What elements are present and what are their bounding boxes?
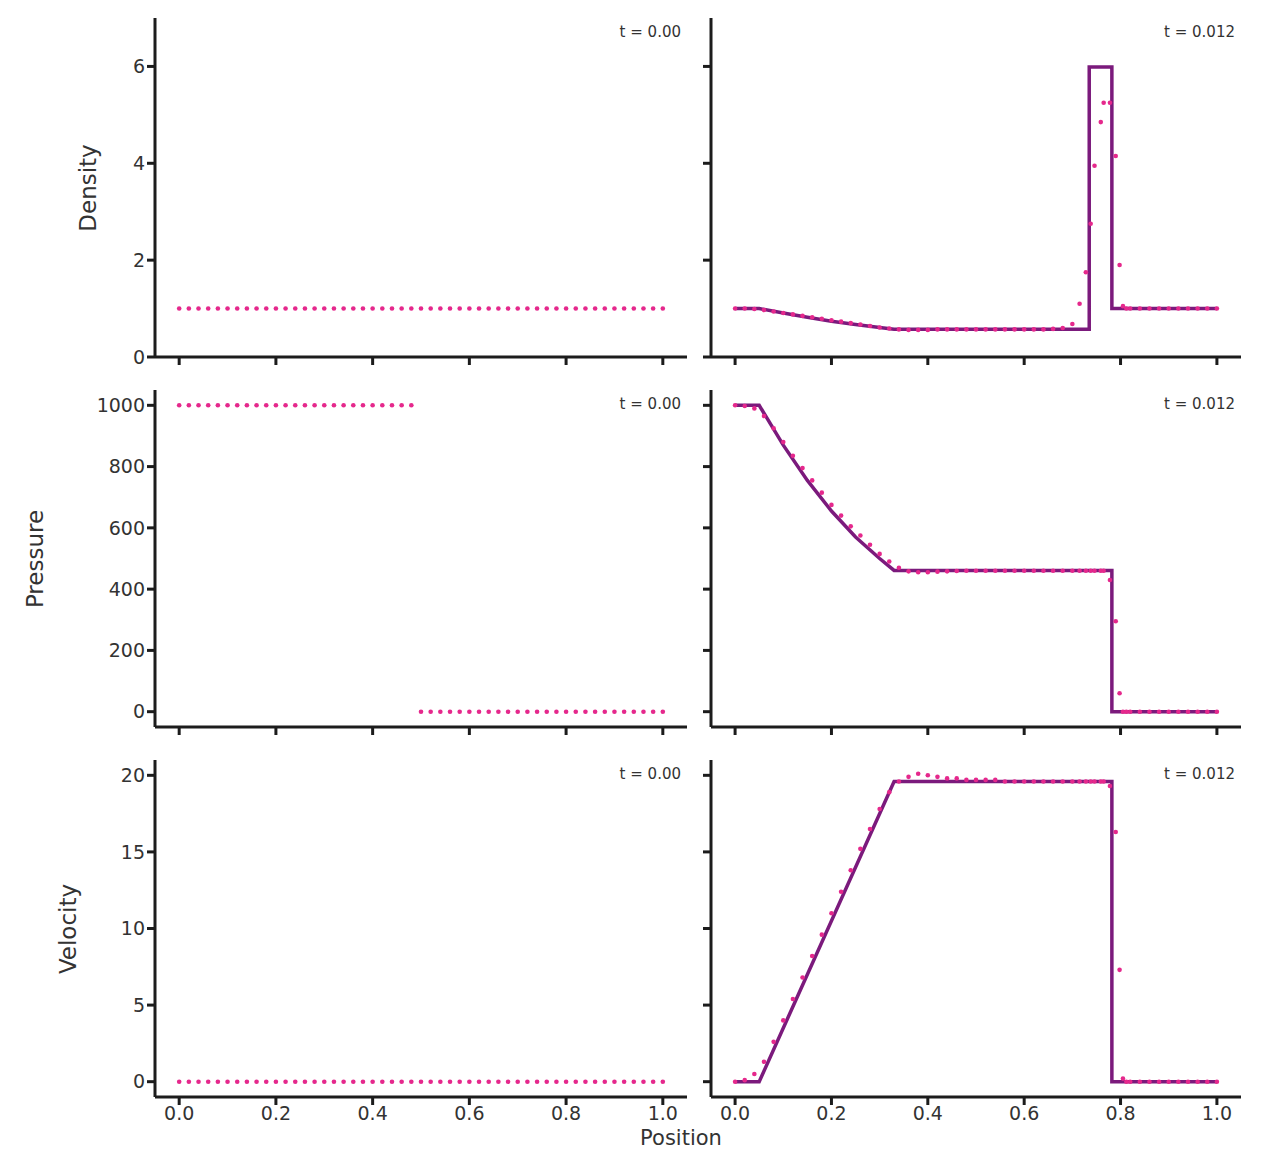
html-text:t = 0.012: t = 0.012	[1164, 395, 1235, 413]
svg-text:0.2: 0.2	[816, 1102, 846, 1124]
svg-text:0.6: 0.6	[1009, 1102, 1039, 1124]
html-text:t = 0.00: t = 0.00	[619, 395, 681, 413]
html-text:t = 0.00: t = 0.00	[619, 765, 681, 783]
svg-text:0.2: 0.2	[261, 1102, 291, 1124]
svg-text:0: 0	[133, 1070, 145, 1092]
svg-text:0.4: 0.4	[913, 1102, 943, 1124]
svg-text:800: 800	[109, 455, 145, 477]
html-text:t = 0.00: t = 0.00	[619, 23, 681, 41]
svg-text:20: 20	[121, 764, 145, 786]
svg-text:15: 15	[121, 841, 145, 863]
svg-text:1000: 1000	[97, 394, 145, 416]
svg-text:1.0: 1.0	[648, 1102, 678, 1124]
svg-text:0: 0	[133, 700, 145, 722]
svg-text:600: 600	[109, 517, 145, 539]
html-text:Velocity: Velocity	[55, 883, 81, 974]
svg-text:2: 2	[133, 249, 145, 271]
svg-text:4: 4	[133, 152, 145, 174]
html-text:Position: Position	[640, 1126, 722, 1150]
svg-text:0.4: 0.4	[358, 1102, 388, 1124]
html-text:Density: Density	[75, 143, 101, 232]
html-text:t = 0.012: t = 0.012	[1164, 765, 1235, 783]
svg-text:0.8: 0.8	[551, 1102, 581, 1124]
svg-text:0.6: 0.6	[454, 1102, 484, 1124]
svg-text:0.8: 0.8	[1105, 1102, 1135, 1124]
svg-text:5: 5	[133, 994, 145, 1016]
svg-text:0.0: 0.0	[720, 1102, 750, 1124]
svg-text:400: 400	[109, 578, 145, 600]
svg-text:0.0: 0.0	[164, 1102, 194, 1124]
html-text:Pressure: Pressure	[22, 509, 48, 608]
svg-text:10: 10	[121, 917, 145, 939]
svg-text:200: 200	[109, 639, 145, 661]
svg-text:0: 0	[133, 346, 145, 368]
svg-text:1.0: 1.0	[1202, 1102, 1232, 1124]
html-text:t = 0.012: t = 0.012	[1164, 23, 1235, 41]
svg-text:6: 6	[133, 55, 145, 77]
